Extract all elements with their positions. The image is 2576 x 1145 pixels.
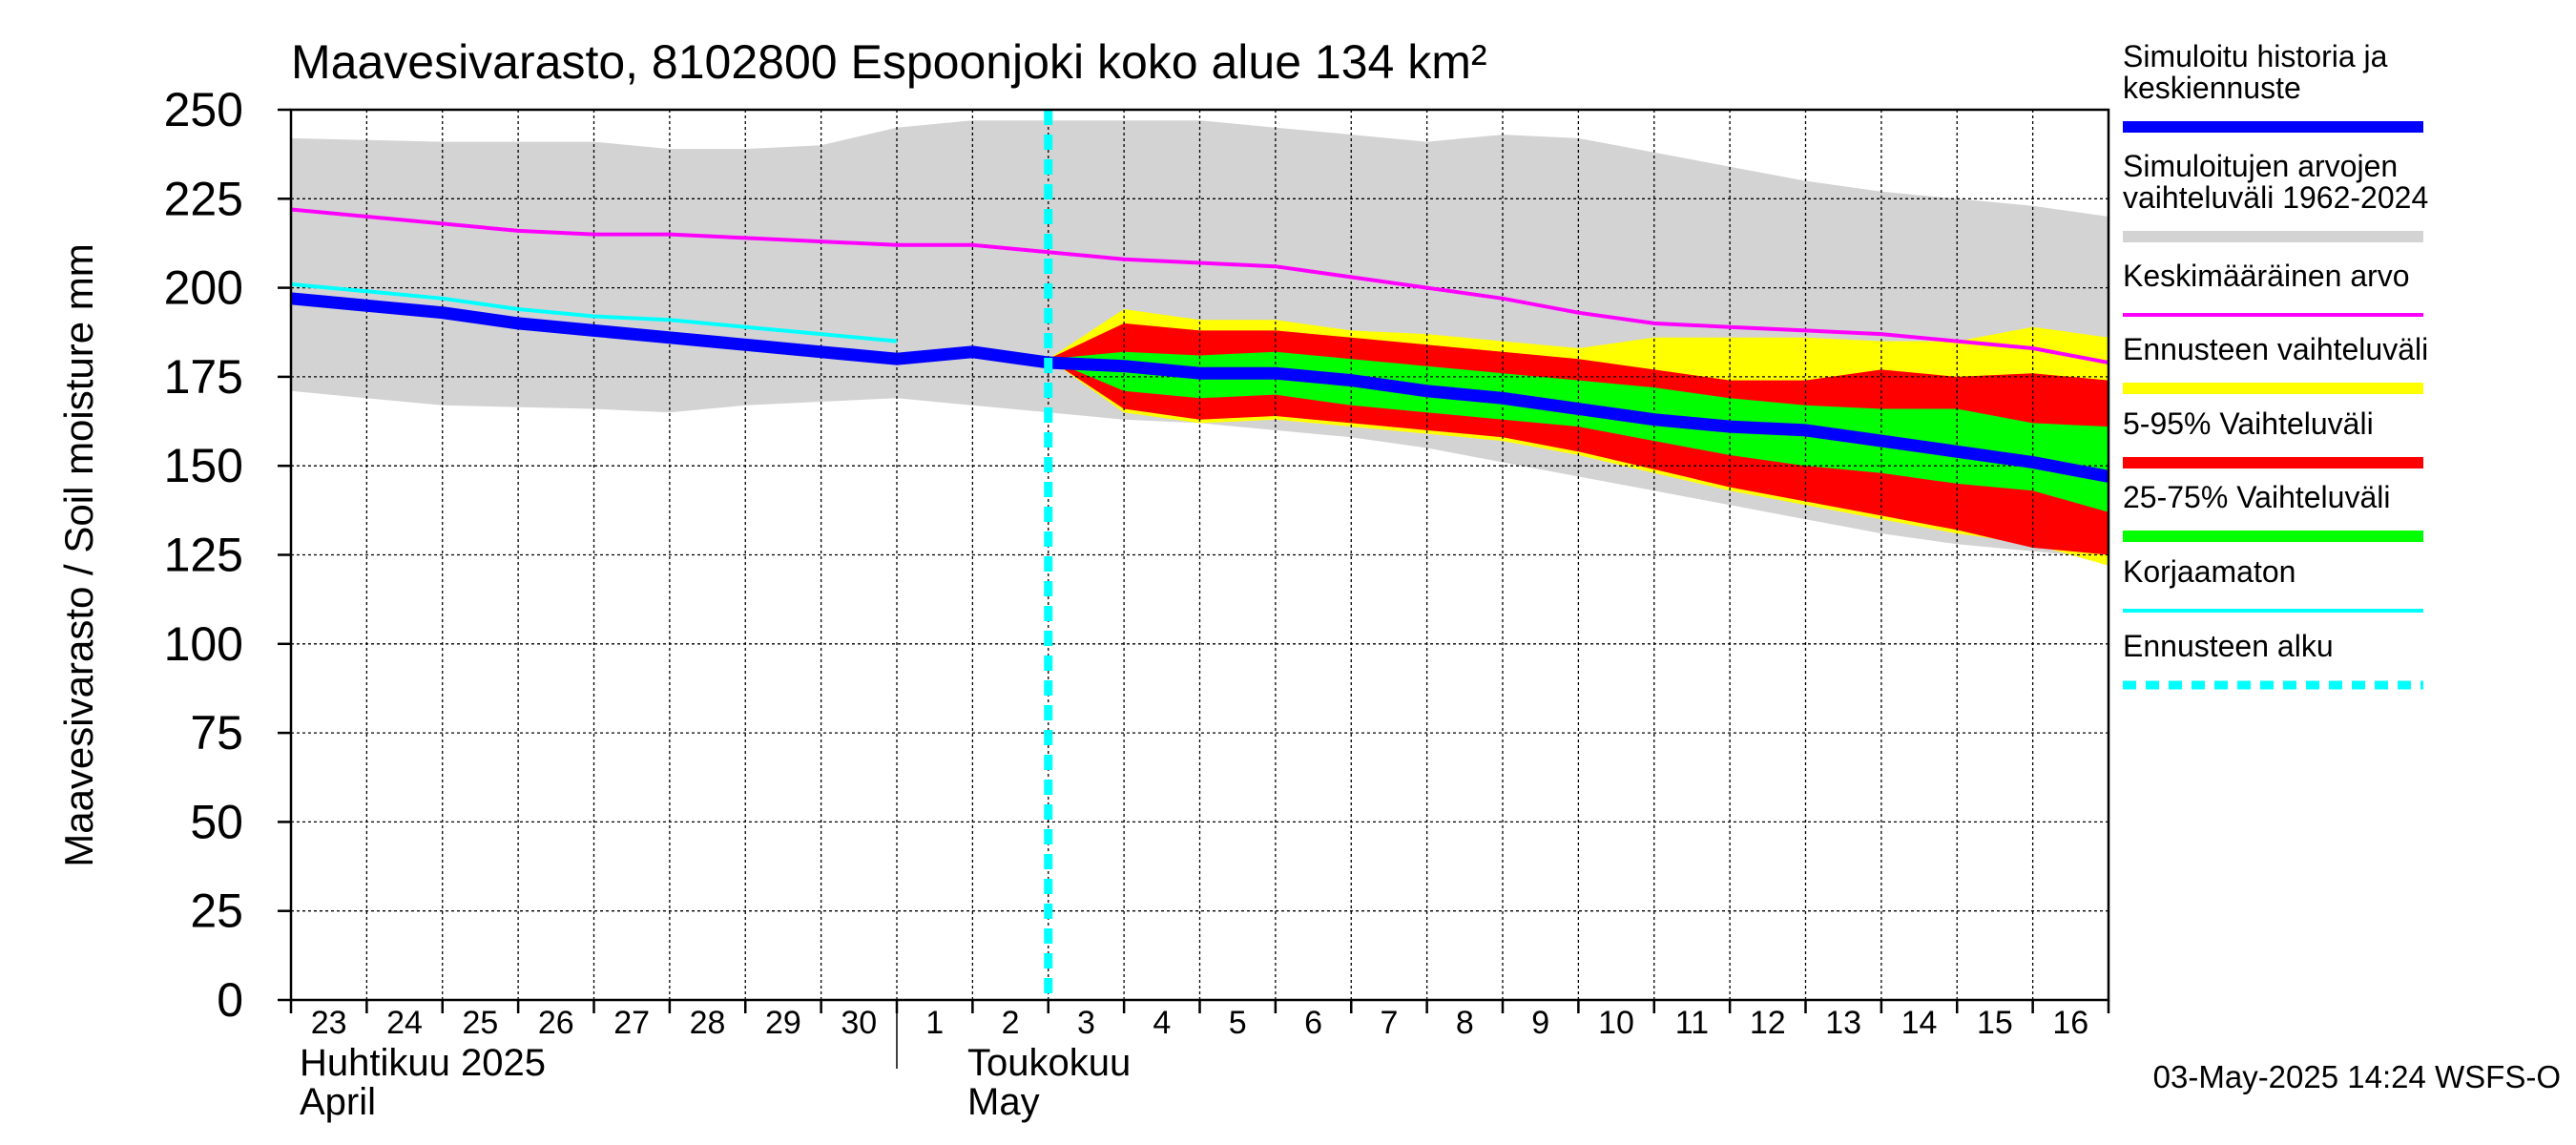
legend-label: Simuloitu historia ja	[2123, 39, 2388, 73]
legend-label: vaihteluväli 1962-2024	[2123, 180, 2428, 215]
legend-label: 25-75% Vaihteluväli	[2123, 480, 2390, 514]
x-tick-label: 23	[311, 1005, 347, 1041]
month-label-fi: Toukokuu	[967, 1042, 1131, 1084]
month-label-en: April	[300, 1081, 376, 1123]
legend-label: keskiennuste	[2123, 71, 2301, 105]
y-tick-label: 75	[190, 706, 243, 760]
y-tick-label: 175	[164, 350, 243, 404]
x-tick-label: 2	[1002, 1005, 1020, 1041]
x-tick-label: 1	[925, 1005, 944, 1041]
chart-title: Maavesivarasto, 8102800 Espoonjoki koko …	[291, 35, 1487, 89]
legend-label: 5-95% Vaihteluväli	[2123, 406, 2374, 441]
x-tick-label: 25	[463, 1005, 499, 1041]
p25-75-band	[1048, 351, 2109, 512]
x-tick-label: 29	[765, 1005, 801, 1041]
x-tick-label: 8	[1456, 1005, 1474, 1041]
legend-label: Ennusteen vaihteluväli	[2123, 332, 2428, 366]
x-tick-label: 6	[1304, 1005, 1322, 1041]
legend-label: Ennusteen alku	[2123, 629, 2334, 663]
legend-label: Keskimääräinen arvo	[2123, 259, 2410, 293]
month-label-en: May	[967, 1081, 1040, 1123]
x-tick-label: 26	[538, 1005, 574, 1041]
x-tick-label: 7	[1380, 1005, 1398, 1041]
timestamp-footer: 03-May-2025 14:24 WSFS-O	[2153, 1059, 2561, 1094]
simulated-history-median-line	[290, 292, 2110, 483]
y-tick-label: 250	[164, 83, 243, 136]
x-tick-label: 16	[2052, 1005, 2088, 1041]
x-tick-label: 12	[1750, 1005, 1786, 1041]
legend-label: Simuloitujen arvojen	[2123, 149, 2398, 183]
y-tick-label: 125	[164, 529, 243, 582]
y-axis-label: Maavesivarasto / Soil moisture mm	[56, 243, 101, 867]
y-tick-label: 225	[164, 172, 243, 225]
x-tick-label: 27	[613, 1005, 650, 1041]
x-tick-label: 13	[1825, 1005, 1861, 1041]
y-tick-label: 100	[164, 617, 243, 671]
x-tick-label: 4	[1153, 1005, 1171, 1041]
y-tick-label: 0	[217, 973, 243, 1027]
y-tick-label: 150	[164, 439, 243, 492]
x-tick-label: 30	[841, 1005, 877, 1041]
y-tick-label: 50	[190, 795, 243, 848]
y-tick-label: 200	[164, 261, 243, 315]
legend-label: Korjaamaton	[2123, 554, 2296, 589]
x-tick-label: 9	[1531, 1005, 1549, 1041]
uncorrected-line	[290, 281, 898, 344]
x-tick-label: 10	[1598, 1005, 1634, 1041]
x-tick-label: 15	[1977, 1005, 2013, 1041]
x-tick-label: 24	[386, 1005, 423, 1041]
month-label-fi: Huhtikuu 2025	[300, 1042, 546, 1084]
x-tick-label: 28	[690, 1005, 726, 1041]
y-tick-label: 25	[190, 885, 243, 938]
x-tick-label: 3	[1077, 1005, 1095, 1041]
line-layer	[290, 110, 2110, 1000]
x-tick-label: 14	[1901, 1005, 1938, 1041]
x-tick-label: 11	[1675, 1005, 1709, 1041]
mean-line	[290, 207, 2109, 364]
x-tick-label: 5	[1229, 1005, 1247, 1041]
